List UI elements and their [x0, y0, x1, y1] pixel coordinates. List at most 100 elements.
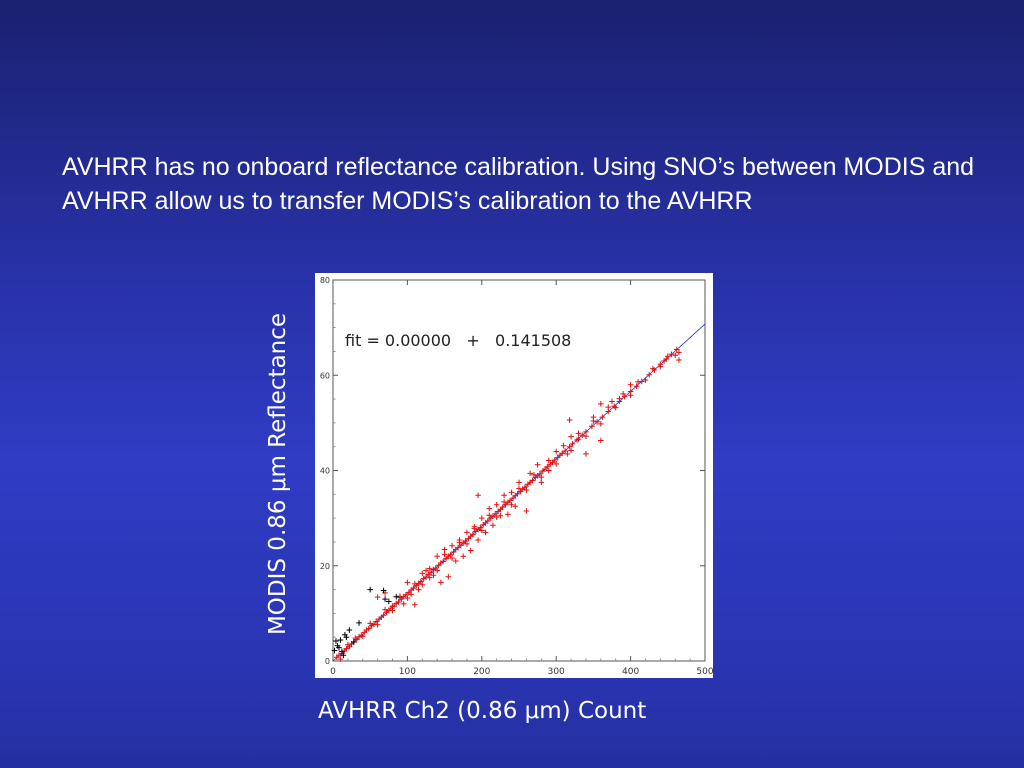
data-point — [538, 474, 545, 480]
y-tick-label: 80 — [320, 276, 330, 285]
data-point — [337, 656, 344, 662]
data-point — [583, 433, 589, 440]
data-point — [562, 448, 568, 454]
data-point — [497, 512, 504, 519]
data-point — [415, 586, 422, 593]
data-point — [564, 451, 571, 457]
data-point — [527, 470, 533, 477]
data-point — [359, 633, 366, 640]
data-point — [661, 358, 667, 364]
data-point — [389, 603, 396, 610]
data-point — [673, 346, 680, 353]
data-point — [445, 573, 452, 580]
data-point — [430, 572, 437, 579]
data-point — [449, 542, 455, 549]
data-point — [404, 579, 411, 586]
data-point — [343, 645, 350, 652]
data-point — [575, 430, 582, 437]
data-point — [594, 419, 600, 425]
data-point — [471, 523, 478, 530]
data-point — [529, 477, 536, 484]
data-point — [668, 351, 675, 358]
data-point — [425, 571, 432, 578]
data-point — [545, 457, 552, 464]
data-point — [646, 371, 652, 378]
data-point — [331, 647, 338, 654]
data-point — [493, 501, 500, 508]
data-point — [460, 553, 466, 560]
data-point — [479, 527, 485, 534]
data-point — [551, 457, 558, 463]
data-point — [479, 515, 485, 521]
data-point — [676, 357, 682, 363]
data-point — [374, 594, 381, 600]
data-point — [569, 441, 576, 447]
data-point — [367, 586, 373, 593]
data-point — [516, 479, 522, 486]
data-point — [609, 398, 615, 405]
data-point — [464, 541, 470, 547]
data-point — [452, 558, 459, 564]
data-point — [395, 599, 402, 605]
data-point — [477, 524, 484, 531]
data-point — [620, 391, 626, 397]
data-point — [456, 537, 463, 543]
data-point — [470, 531, 476, 538]
y-tick-label: 40 — [320, 467, 330, 476]
data-point — [449, 555, 455, 561]
data-point — [531, 471, 537, 478]
data-point — [455, 544, 461, 551]
data-point — [423, 567, 429, 574]
data-point — [490, 522, 496, 529]
data-point — [340, 652, 347, 659]
data-point — [356, 620, 362, 626]
data-point — [566, 443, 573, 450]
data-point — [492, 511, 498, 517]
y-tick-label: 60 — [320, 371, 330, 380]
data-point — [590, 414, 597, 420]
data-point — [523, 487, 530, 493]
data-point — [553, 448, 559, 455]
data-point — [486, 512, 493, 519]
data-point — [523, 508, 530, 514]
axes: 0 100 200 300 400 500 0 20 40 60 80 — [320, 276, 713, 677]
data-point — [522, 484, 528, 490]
data-point — [605, 404, 612, 410]
data-point — [403, 592, 409, 598]
data-point — [508, 501, 515, 508]
data-point — [499, 504, 506, 510]
data-point — [516, 485, 522, 492]
data-point — [486, 505, 493, 512]
data-point — [537, 471, 543, 477]
data-point — [386, 598, 392, 605]
data-point — [505, 511, 511, 518]
data-point — [404, 595, 411, 601]
data-point — [373, 618, 379, 625]
data-point — [374, 622, 381, 628]
data-point — [428, 569, 435, 576]
data-point — [419, 570, 426, 577]
data-point — [665, 353, 671, 359]
data-point — [412, 581, 418, 587]
data-point — [642, 377, 649, 383]
data-point — [508, 489, 515, 496]
data-point — [484, 518, 491, 524]
data-point — [566, 417, 573, 423]
data-point — [393, 593, 400, 600]
data-point — [568, 447, 574, 454]
x-tick-label: 100 — [399, 667, 416, 677]
data-point — [627, 381, 634, 388]
data-point — [583, 451, 589, 457]
data-points — [331, 346, 682, 662]
data-point — [507, 497, 513, 504]
data-point — [462, 538, 469, 544]
data-point — [464, 529, 470, 536]
data-point — [627, 392, 634, 399]
data-point — [412, 602, 418, 608]
data-point — [559, 450, 565, 457]
y-tick-label: 0 — [325, 657, 330, 666]
data-point — [440, 558, 446, 565]
data-point — [339, 648, 345, 655]
data-point — [426, 565, 433, 572]
data-point — [438, 579, 444, 586]
